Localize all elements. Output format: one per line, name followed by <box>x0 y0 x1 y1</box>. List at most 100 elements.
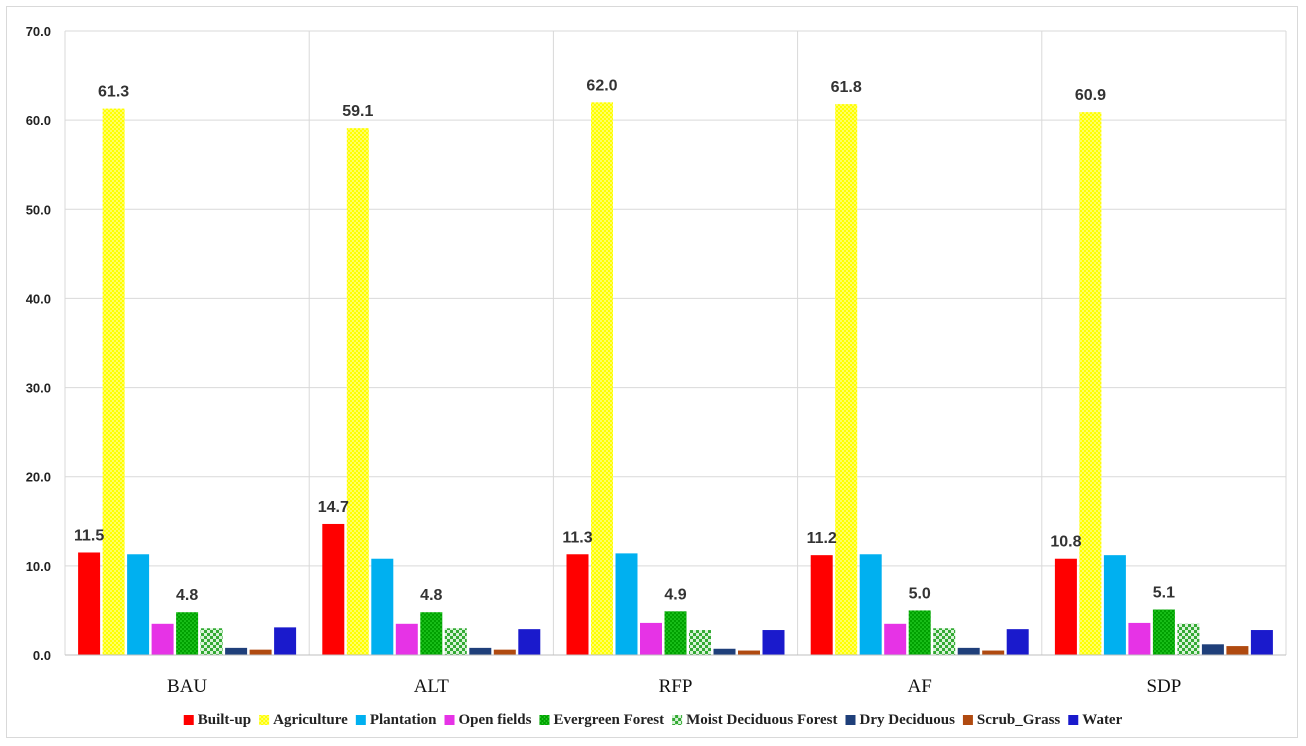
x-tick-label: BAU <box>167 676 207 697</box>
bar-plantation-af <box>859 554 882 655</box>
data-label: 60.9 <box>1075 87 1106 104</box>
bar-water-alt <box>518 629 541 655</box>
bar-open-fields-bau <box>151 623 174 655</box>
y-tick-label: 60.0 <box>26 113 51 128</box>
legend: Built-up Agriculture Plantation Open fields… <box>183 712 1123 728</box>
bar-open-fields-sdp <box>1128 622 1151 655</box>
data-label: 4.8 <box>176 587 198 604</box>
legend-item-agriculture: Agriculture <box>259 712 348 728</box>
bar-dry-deciduous-af <box>957 647 980 655</box>
legend-swatch <box>183 715 194 725</box>
bar-water-af <box>1006 629 1029 655</box>
bar-water-rfp <box>762 630 785 655</box>
data-label: 61.3 <box>98 84 129 101</box>
bar-plantation-alt <box>371 558 394 655</box>
x-axis: BAU ALT RFP AF SDP <box>65 654 1286 697</box>
legend-item-moist-deciduous-forest: Moist Deciduous Forest <box>672 712 838 728</box>
bar-built-up-sdp <box>1054 558 1077 655</box>
data-label: 11.5 <box>74 527 104 544</box>
data-label: 14.7 <box>318 499 349 516</box>
bar-dry-deciduous-alt <box>469 647 492 655</box>
bar-plantation-sdp <box>1103 555 1126 655</box>
bar-moist-deciduous-forest-sdp <box>1177 623 1200 655</box>
bar-water-sdp <box>1250 630 1273 655</box>
data-label: 11.2 <box>807 530 837 547</box>
bar-agriculture-sdp <box>1079 112 1102 656</box>
data-label: 4.9 <box>664 586 686 603</box>
bar-plantation-rfp <box>615 553 638 655</box>
legend-swatch <box>672 715 683 725</box>
bar-plantation-bau <box>127 554 150 655</box>
bar-agriculture-alt <box>346 128 369 655</box>
bar-open-fields-af <box>884 623 907 655</box>
bar-agriculture-rfp <box>591 102 613 656</box>
bar-dry-deciduous-rfp <box>713 648 736 655</box>
bar-scrub-grass-af <box>982 650 1005 655</box>
x-tick-label: RFP <box>659 676 693 697</box>
bar-evergreen-forest-sdp <box>1152 609 1175 655</box>
bar-evergreen-forest-bau <box>176 612 199 655</box>
legend-label: Built-up <box>198 712 251 728</box>
bar-built-up-bau <box>78 552 101 655</box>
bar-built-up-rfp <box>566 554 589 655</box>
gridlines <box>64 30 1287 656</box>
legend-label: Scrub_Grass <box>977 712 1061 728</box>
bar-open-fields-rfp <box>640 622 662 655</box>
legend-swatch <box>444 715 455 725</box>
x-tick-label: ALT <box>414 676 450 697</box>
legend-label: Water <box>1082 712 1122 728</box>
y-tick-label: 50.0 <box>26 202 51 217</box>
bar-scrub-grass-alt <box>493 649 516 655</box>
legend-swatch <box>1068 715 1079 725</box>
data-label: 11.3 <box>562 529 592 546</box>
y-tick-label: 30.0 <box>26 381 51 396</box>
legend-item-plantation: Plantation <box>355 712 437 728</box>
legend-swatch <box>259 715 270 725</box>
legend-label: Evergreen Forest <box>553 712 664 728</box>
bar-moist-deciduous-forest-bau <box>200 628 223 655</box>
legend-label: Moist Deciduous Forest <box>686 712 837 728</box>
x-tick-label: SDP <box>1146 676 1181 697</box>
bar-water-bau <box>274 627 297 655</box>
bar-agriculture-bau <box>102 108 125 656</box>
bars <box>78 102 1273 656</box>
bar-built-up-alt <box>322 523 345 655</box>
bar-evergreen-forest-alt <box>420 612 443 655</box>
legend-item-evergreen-forest: Evergreen Forest <box>539 712 664 728</box>
bar-evergreen-forest-af <box>908 610 931 655</box>
data-labels: 11.5 61.3 4.8 14.7 59.1 4.8 11.3 62.0 4.9 11.2 61.… <box>74 77 1175 604</box>
legend-label: Dry Deciduous <box>860 712 956 728</box>
bar-dry-deciduous-bau <box>225 647 248 655</box>
data-label: 61.8 <box>831 79 862 96</box>
bar-moist-deciduous-forest-rfp <box>689 630 711 655</box>
y-tick-label: 40.0 <box>26 291 51 306</box>
data-label: 4.8 <box>420 587 442 604</box>
data-label: 10.8 <box>1050 534 1081 551</box>
bar-evergreen-forest-rfp <box>664 611 687 655</box>
bar-moist-deciduous-forest-alt <box>444 628 467 655</box>
legend-swatch <box>962 715 973 725</box>
bar-scrub-grass-sdp <box>1226 646 1249 655</box>
data-label: 5.1 <box>1153 585 1175 602</box>
y-tick-label: 20.0 <box>26 470 51 485</box>
legend-item-scrub-grass: Scrub_Grass <box>962 712 1061 728</box>
legend-swatch <box>845 715 856 725</box>
legend-item-open-fields: Open fields <box>444 712 532 728</box>
legend-label: Plantation <box>370 712 437 728</box>
legend-item-dry-deciduous: Dry Deciduous <box>845 712 956 728</box>
legend-label: Open fields <box>459 712 532 728</box>
legend-swatch <box>355 715 366 725</box>
y-tick-label: 0.0 <box>33 648 51 663</box>
data-label: 62.0 <box>586 77 617 94</box>
data-label: 59.1 <box>342 103 373 120</box>
bar-dry-deciduous-sdp <box>1201 644 1224 655</box>
bar-open-fields-alt <box>395 623 418 655</box>
legend-item-water: Water <box>1068 712 1123 728</box>
bar-agriculture-af <box>835 104 858 655</box>
data-label: 5.0 <box>909 585 931 602</box>
legend-swatch <box>539 715 550 725</box>
y-tick-label: 10.0 <box>26 559 51 574</box>
y-tick-label: 70.0 <box>26 24 51 39</box>
bar-moist-deciduous-forest-af <box>933 628 956 655</box>
